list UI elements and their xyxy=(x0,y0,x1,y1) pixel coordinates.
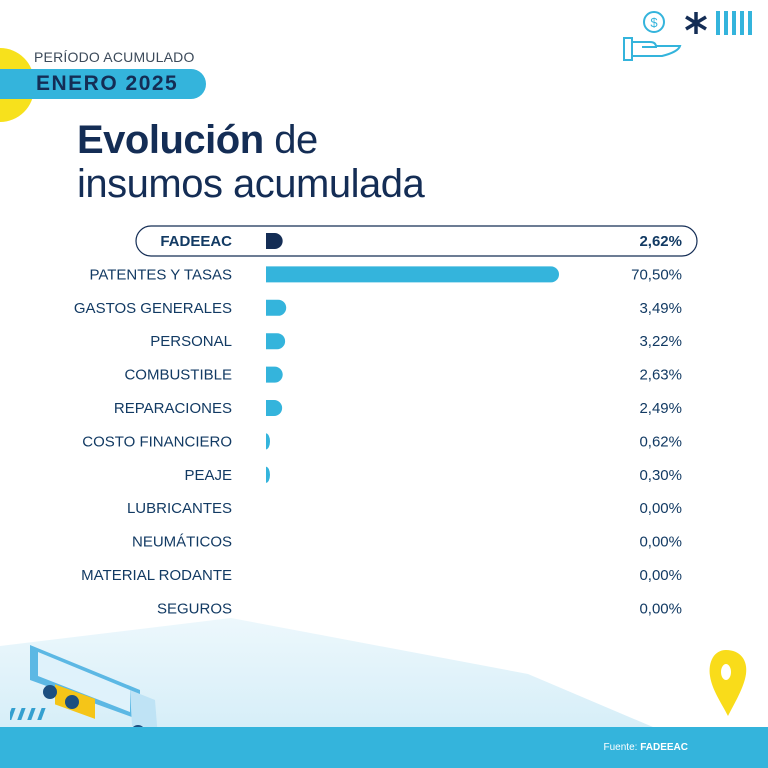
bar xyxy=(266,233,283,249)
bar xyxy=(266,299,287,316)
value-label: 0,62% xyxy=(639,433,682,450)
source-value: FADEEAC xyxy=(640,742,688,753)
bar-chart: FADEEAC 2,62% PATENTES Y TASAS 70,50% GASTOS… xyxy=(74,225,698,617)
money-hand-icon: $ xyxy=(623,11,682,61)
category-label: GASTOS GENERALES xyxy=(74,300,232,317)
truck-illustration xyxy=(10,645,158,739)
period-label: PERÍODO ACUMULADO xyxy=(34,49,195,65)
value-label: 0,30% xyxy=(639,467,682,484)
title-rest: de xyxy=(263,118,318,162)
category-label: MATERIAL RODANTE xyxy=(81,567,232,584)
category-label: PEAJE xyxy=(184,467,232,484)
category-label: LUBRICANTES xyxy=(127,500,232,517)
bar xyxy=(266,366,283,383)
value-label: 0,00% xyxy=(639,534,682,551)
footer-bar xyxy=(0,727,768,768)
highlight-frame xyxy=(135,225,698,257)
value-label: 3,49% xyxy=(639,300,682,317)
category-label: PATENTES Y TASAS xyxy=(89,266,232,283)
category-label: COSTO FINANCIERO xyxy=(82,433,232,450)
stripes-icon xyxy=(716,11,752,35)
location-pin-icon xyxy=(709,650,747,716)
value-label: 0,00% xyxy=(639,567,682,584)
category-label: FADEEAC xyxy=(160,233,232,250)
category-label: NEUMÁTICOS xyxy=(132,534,232,551)
bar xyxy=(266,266,559,283)
value-label: 2,49% xyxy=(639,400,682,417)
title-bold: Evolución xyxy=(77,118,264,162)
value-label: 3,22% xyxy=(639,333,682,350)
value-label: 70,50% xyxy=(631,266,682,283)
bar xyxy=(266,400,283,416)
header-icons: $ xyxy=(623,11,752,61)
bar xyxy=(266,466,270,483)
category-label: REPARACIONES xyxy=(114,400,232,417)
page-title: Evolución de insumos acumulada xyxy=(77,118,425,206)
value-label: 0,00% xyxy=(639,600,682,617)
title-line2: insumos acumulada xyxy=(77,162,425,206)
bar xyxy=(266,433,270,450)
source-note: Fuente: FADEEAC xyxy=(604,742,689,753)
category-label: SEGUROS xyxy=(157,600,232,617)
value-label: 2,63% xyxy=(639,367,682,384)
category-label: PERSONAL xyxy=(150,333,232,350)
bar xyxy=(266,333,286,350)
svg-text:$: $ xyxy=(650,15,658,30)
category-label: COMBUSTIBLE xyxy=(124,367,232,384)
source-label: Fuente: xyxy=(603,742,638,753)
period-pill xyxy=(0,69,206,99)
asterisk-icon xyxy=(685,12,707,34)
period-value: ENERO 2025 xyxy=(36,72,179,95)
value-label: 2,62% xyxy=(639,233,682,250)
value-label: 0,00% xyxy=(639,500,682,517)
